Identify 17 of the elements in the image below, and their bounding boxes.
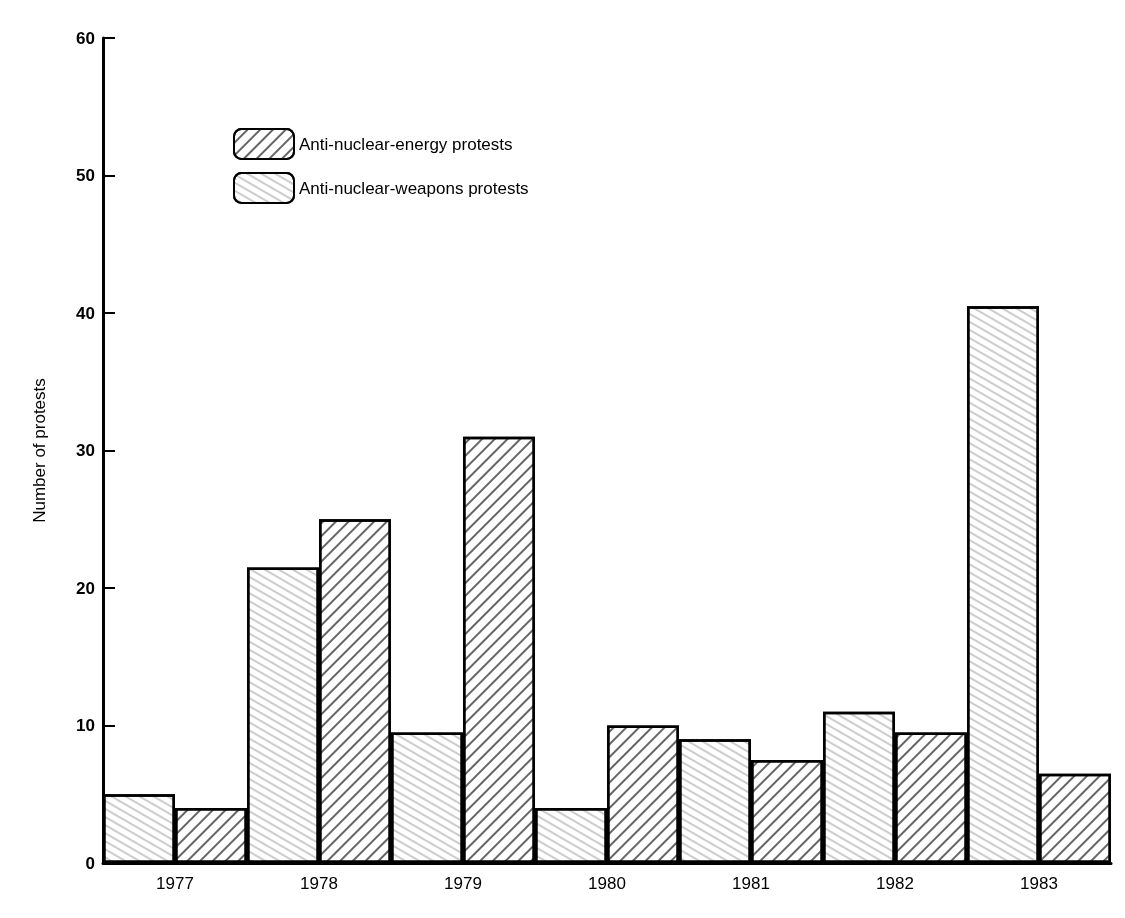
- x-tick-label: 1979: [444, 874, 482, 893]
- y-tick-label: 50: [76, 166, 95, 185]
- x-tick-label: 1980: [588, 874, 626, 893]
- y-tick-label: 40: [76, 303, 95, 323]
- y-axis-title: Number of protests: [30, 378, 49, 523]
- x-tick-label: 1983: [1020, 874, 1058, 893]
- y-tick-label: 10: [76, 716, 95, 735]
- x-tick-label: 1978: [300, 874, 338, 893]
- x-tick-label: 1982: [876, 874, 914, 893]
- y-tick-label: 20: [76, 578, 95, 598]
- y-tick-label: 0: [85, 853, 95, 873]
- y-tick-label: 60: [76, 28, 95, 48]
- legend-label: Anti-nuclear-weapons protests: [299, 178, 529, 198]
- x-tick-label: 1977: [156, 874, 194, 893]
- y-tick-label: 30: [76, 441, 95, 460]
- legend-label: Anti-nuclear-energy protests: [299, 134, 513, 154]
- x-tick-label: 1981: [732, 874, 770, 893]
